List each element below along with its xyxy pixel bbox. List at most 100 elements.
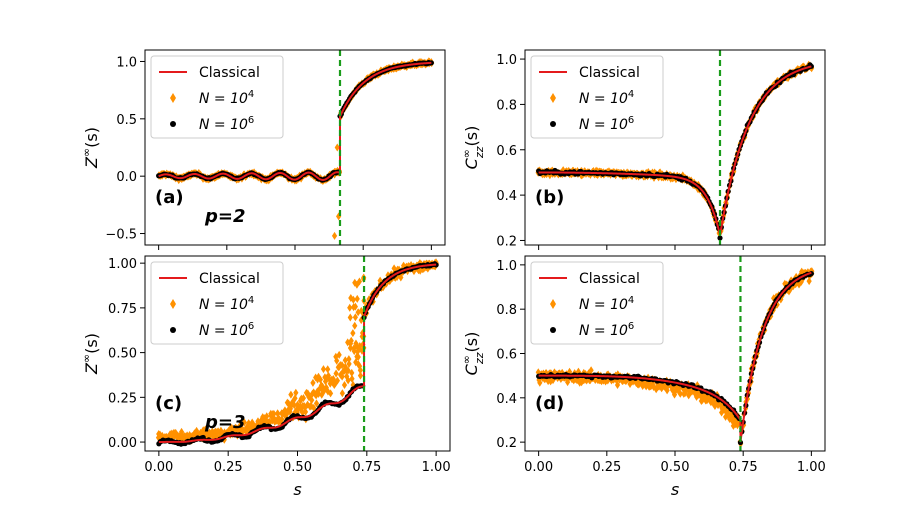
x-tick-label: 0.00 <box>144 460 173 475</box>
legend-n1e4-swatch <box>550 93 556 103</box>
point-n1e4 <box>425 264 431 273</box>
point-n1e4 <box>588 366 594 375</box>
point-n1e4 <box>394 273 400 282</box>
point-n1e4 <box>333 369 339 378</box>
point-n1e6 <box>717 235 723 241</box>
point-n1e4 <box>285 399 292 408</box>
point-n1e4 <box>279 415 285 424</box>
point-n1e4 <box>264 412 270 421</box>
y-label-sup: ∞ <box>460 355 473 364</box>
legend-n1e6-label: N = 106 <box>199 115 254 133</box>
legend-n1e4-swatch <box>170 93 176 103</box>
legend-classical-label: Classical <box>199 65 260 81</box>
y-tick-label: 1.00 <box>108 257 137 272</box>
point-n1e4 <box>545 377 551 386</box>
panel-label: (a) <box>155 187 184 208</box>
point-n1e4 <box>334 376 341 385</box>
legend-n1e4-label: N = 104 <box>579 295 634 313</box>
point-n1e6 <box>737 439 744 446</box>
point-n1e4 <box>334 143 340 152</box>
point-n1e4 <box>348 294 354 303</box>
y-tick-label: 0.8 <box>496 98 517 113</box>
point-n1e4 <box>614 380 621 389</box>
point-n1e4 <box>715 401 721 410</box>
panel-label: (c) <box>155 393 182 414</box>
legend-n1e4-label: N = 104 <box>199 295 254 313</box>
legend-n1e6-swatch <box>550 327 556 333</box>
point-n1e4 <box>344 372 350 381</box>
point-n1e4 <box>703 392 709 401</box>
point-n1e4 <box>336 350 342 359</box>
point-n1e4 <box>314 375 321 384</box>
y-label-sub: zz <box>473 146 486 159</box>
y-tick-label: 0.00 <box>108 436 137 451</box>
point-n1e4 <box>310 378 316 387</box>
point-n1e4 <box>258 418 264 427</box>
y-tick-label: 0.6 <box>496 144 517 159</box>
y-tick-label: 0.5 <box>116 113 137 128</box>
point-n1e4 <box>178 427 185 436</box>
legend-box <box>150 55 284 139</box>
point-n1e4 <box>774 300 780 309</box>
point-n1e4 <box>300 394 307 403</box>
legend-n1e4-swatch <box>170 299 176 309</box>
y-label-tail: (s) <box>82 127 101 148</box>
point-n1e4 <box>288 390 294 399</box>
point-n1e4 <box>342 356 348 365</box>
y-label-tail: (s) <box>462 332 481 353</box>
point-n1e4 <box>347 313 353 322</box>
point-n1e4 <box>271 409 277 418</box>
point-n1e4 <box>686 391 692 400</box>
y-axis-label: Z∞(s) <box>80 333 101 375</box>
p-annotation: p=2 <box>204 206 246 227</box>
legend-classical-label: Classical <box>579 65 640 81</box>
point-n1e4 <box>334 356 340 365</box>
point-n1e4 <box>288 401 294 410</box>
y-label-sup: ∞ <box>460 149 473 158</box>
point-n1e4 <box>294 408 300 417</box>
point-n1e4 <box>354 294 360 303</box>
panel-a: −0.5 0.0 0.5 1.0 Z∞(s) (a) p=2 Classical N = 104… <box>80 49 446 250</box>
p-annotation: p=3 <box>204 412 246 433</box>
y-tick-label: 1.0 <box>116 55 137 70</box>
point-n1e4 <box>653 385 659 394</box>
point-n1e4 <box>293 388 299 397</box>
point-n1e4 <box>357 366 363 375</box>
panel-d: 0.00 0.25 0.50 0.75 1.000.20.40.60.81.0C∞zz(… <box>460 255 826 499</box>
x-tick-label: 0.25 <box>214 460 243 475</box>
legend-classical-label: Classical <box>199 271 260 287</box>
point-n1e4 <box>358 316 364 325</box>
point-n1e4 <box>255 417 261 426</box>
point-n1e4 <box>347 344 354 353</box>
y-label-sup: ∞ <box>80 354 93 363</box>
y-tick-label: 0.4 <box>496 392 517 407</box>
x-tick-label: 0.50 <box>283 460 312 475</box>
axes-frame <box>524 49 826 246</box>
point-n1e4 <box>320 365 327 374</box>
y-axis-label: Z∞(s) <box>80 127 101 169</box>
panel-label: (d) <box>535 393 564 414</box>
point-n1e4 <box>355 353 361 362</box>
x-axis-label: s <box>293 480 301 499</box>
point-n1e4 <box>337 370 344 379</box>
point-n1e4 <box>342 362 348 371</box>
point-n1e4 <box>339 361 345 370</box>
point-n1e4 <box>325 365 331 374</box>
classical-curve <box>158 61 432 181</box>
x-axis-label: s <box>671 480 679 499</box>
point-n1e4 <box>345 338 351 347</box>
point-n1e4 <box>799 267 805 276</box>
legend-n1e6-swatch <box>550 121 556 127</box>
point-n1e4 <box>271 414 277 423</box>
legend-n1e4-label: N = 104 <box>199 89 254 107</box>
y-tick-label: 0.8 <box>496 303 517 318</box>
x-tick-label: 0.75 <box>729 460 758 475</box>
legend: Classical N = 104 N = 106 <box>530 55 664 139</box>
legend-box <box>530 261 664 345</box>
point-n1e4 <box>352 313 358 322</box>
axes-frame <box>144 255 451 452</box>
y-tick-label: −0.5 <box>105 228 137 243</box>
point-n1e4 <box>341 380 348 389</box>
y-tick-label: 1.0 <box>496 259 517 274</box>
